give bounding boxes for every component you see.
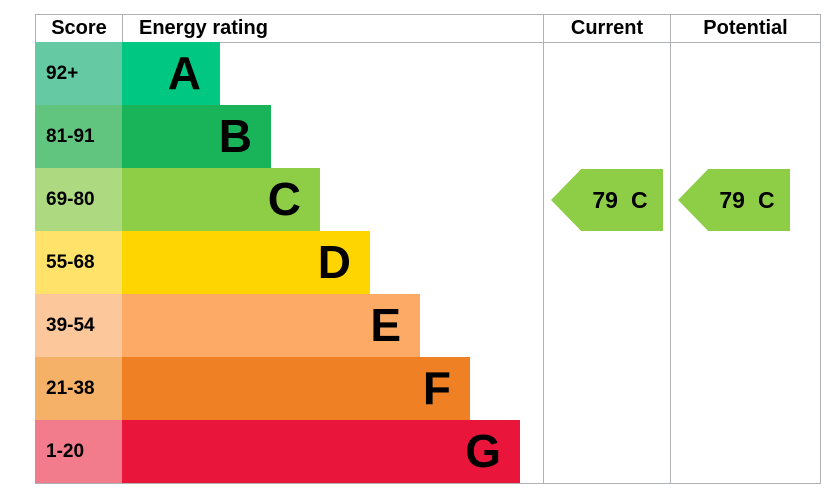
score-column-header: Score — [51, 16, 107, 39]
band-letter: C — [267, 173, 301, 225]
potential-rating-band: C — [757, 186, 775, 213]
band-score-range: 39-54 — [35, 294, 122, 357]
potential-column-left-border — [670, 14, 671, 483]
table-top-border — [35, 14, 821, 15]
potential-column-header: Potential — [703, 16, 788, 39]
band-bar-c: C — [122, 168, 320, 231]
band-letter: G — [465, 425, 501, 477]
current-rating-band: C — [630, 186, 648, 213]
score-column-left-border — [35, 14, 36, 42]
band-bar-f: F — [122, 357, 470, 420]
band-bar-a: A — [122, 42, 220, 105]
band-score-range: 21-38 — [35, 357, 122, 420]
current-rating-arrow: 79 C — [551, 169, 663, 231]
current-column-header: Current — [570, 16, 644, 39]
band-letter: A — [167, 47, 201, 99]
band-letter: B — [218, 110, 252, 162]
potential-rating-value: 79 — [719, 186, 745, 213]
current-rating-value: 79 — [592, 186, 618, 213]
band-bar-e: E — [122, 294, 420, 357]
band-letter: E — [370, 299, 401, 351]
table-bottom-border — [35, 483, 821, 484]
header-underline — [35, 42, 821, 43]
band-bar-g: G — [122, 420, 520, 483]
band-letter: F — [422, 362, 451, 414]
table-right-border — [820, 14, 821, 483]
band-bar-b: B — [122, 105, 271, 168]
band-score-range: 1-20 — [35, 420, 122, 483]
band-score-range: 55-68 — [35, 231, 122, 294]
potential-rating-arrow: 79 C — [678, 169, 790, 231]
band-bar-d: D — [122, 231, 370, 294]
current-column-left-border — [543, 14, 544, 483]
energy-rating-column-header: Energy rating — [139, 16, 268, 39]
score-column-right-border — [122, 14, 123, 42]
band-score-range: 81-91 — [35, 105, 122, 168]
band-score-range: 69-80 — [35, 168, 122, 231]
band-score-range: 92+ — [35, 42, 122, 105]
band-letter: D — [317, 236, 351, 288]
